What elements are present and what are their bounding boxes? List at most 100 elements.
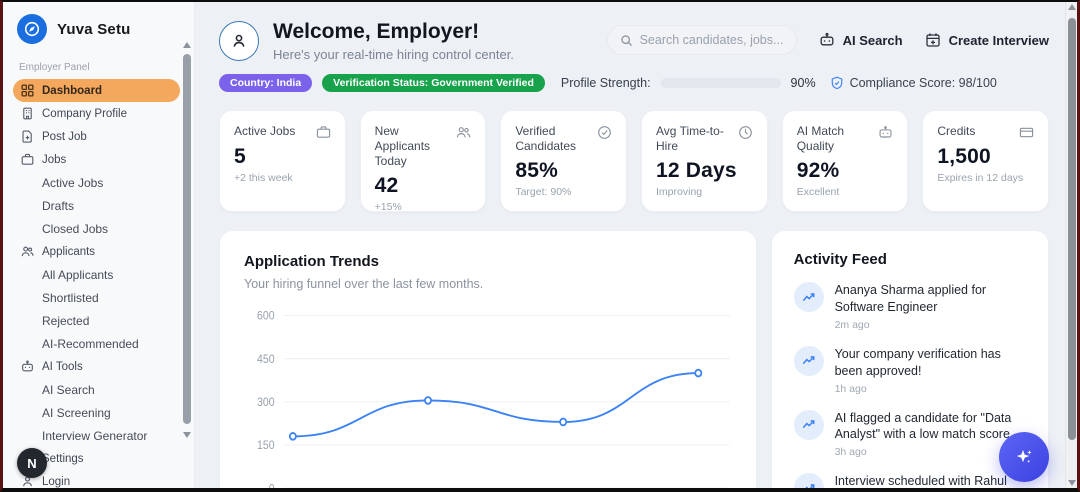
credit-card-icon (1019, 125, 1034, 140)
page-scrollbar[interactable] (1065, 2, 1077, 488)
stat-card-ai-match-quality[interactable]: AI Match Quality 92% Excellent (781, 110, 909, 212)
sidebar-item-company-profile[interactable]: Company Profile (13, 102, 180, 125)
activity-item[interactable]: Interview scheduled with Rahul Verma for… (793, 473, 1028, 488)
trending-up-icon (793, 409, 824, 440)
page-title: Welcome, Employer! (273, 20, 480, 43)
profile-strength-label: Profile Strength: (560, 76, 651, 90)
ai-search-button[interactable]: AI Search (819, 32, 903, 48)
sidebar-item-drafts[interactable]: Drafts (13, 194, 180, 217)
notification-bubble[interactable]: N (17, 448, 47, 478)
users-icon (21, 245, 34, 258)
main-content: Welcome, Employer! Here's your real-time… (195, 2, 1065, 488)
stat-value: 42 (374, 174, 399, 197)
compass-logo-icon (17, 14, 47, 44)
stat-card-verified-candidates[interactable]: Verified Candidates 85% Target: 90% (500, 110, 628, 212)
activity-text: AI flagged a candidate for "Data Analyst… (834, 410, 1014, 442)
sidebar-scrollbar[interactable] (182, 40, 192, 440)
sidebar-scrollbar-thumb[interactable] (183, 54, 191, 424)
sidebar-item-active-jobs[interactable]: Active Jobs (13, 171, 180, 194)
file-plus-icon (21, 130, 34, 143)
search-box[interactable] (606, 25, 797, 55)
stat-label: Verified Candidates (515, 124, 577, 153)
briefcase-icon (316, 125, 331, 140)
sidebar-item-shortlisted[interactable]: Shortlisted (13, 286, 180, 309)
sidebar-item-interview-generator[interactable]: Interview Generator (13, 424, 180, 447)
stat-card-avg-time-to-hire[interactable]: Avg Time-to-Hire 12 Days Improving (641, 110, 768, 212)
sidebar-item-label: Settings (42, 452, 84, 465)
activity-item[interactable]: Your company verification has been appro… (793, 345, 1028, 395)
page-subtitle: Here's your real-time hiring control cen… (273, 47, 514, 62)
sidebar-item-label: Dashboard (42, 84, 103, 97)
activity-feed-list: Ananya Sharma applied for Software Engin… (793, 282, 1028, 488)
brand[interactable]: Yuva Setu (3, 2, 194, 54)
building-icon (21, 107, 34, 120)
sparkles-icon (1013, 446, 1035, 468)
content-grid: Application Trends Your hiring funnel ov… (219, 230, 1049, 488)
sidebar-item-label: Login (42, 475, 71, 488)
create-interview-button[interactable]: Create Interview (925, 32, 1049, 48)
scroll-down-arrow-icon[interactable] (1068, 480, 1076, 486)
sidebar-item-ai-screening[interactable]: AI Screening (13, 401, 180, 424)
sidebar-item-ai-recommended[interactable]: AI-Recommended (13, 332, 180, 355)
sidebar-item-label: All Applicants (42, 267, 114, 282)
search-input[interactable] (639, 33, 784, 47)
sidebar-item-label: Company Profile (42, 107, 128, 120)
application-trends-panel: Application Trends Your hiring funnel ov… (219, 230, 757, 488)
stat-card-credits[interactable]: Credits 1,500 Expires in 12 days (922, 110, 1050, 212)
dashboard-grid-icon (21, 84, 34, 97)
stat-subtext: Excellent (796, 186, 840, 198)
activity-feed-title: Activity Feed (793, 251, 887, 268)
ai-search-label: AI Search (842, 32, 903, 48)
briefcase-icon (21, 153, 34, 166)
stat-label: Avg Time-to-Hire (656, 124, 724, 153)
stat-label: Credits (937, 124, 976, 138)
search-icon (620, 34, 633, 47)
users-icon (456, 125, 471, 140)
activity-time: 2m ago (834, 318, 870, 331)
sidebar-item-all-applicants[interactable]: All Applicants (13, 263, 180, 286)
activity-text: Interview scheduled with Rahul Verma for… (834, 474, 1007, 488)
compliance-label: Compliance Score: 98/100 (849, 76, 997, 90)
sidebar-item-label: AI Search (42, 382, 95, 397)
robot-icon (21, 360, 34, 373)
stat-card-active-jobs[interactable]: Active Jobs 5 +2 this week (219, 110, 346, 212)
sidebar-item-label: AI-Recommended (42, 336, 139, 351)
scroll-up-arrow-icon[interactable] (1068, 4, 1076, 10)
activity-item[interactable]: AI flagged a candidate for "Data Analyst… (793, 409, 1028, 458)
chart-title: Application Trends (244, 253, 380, 270)
scroll-down-arrow-icon[interactable] (183, 432, 191, 438)
svg-text:150: 150 (257, 440, 275, 453)
stat-subtext: Expires in 12 days (937, 172, 1024, 184)
sidebar-item-label: Shortlisted (42, 290, 99, 305)
sidebar-item-closed-jobs[interactable]: Closed Jobs (13, 217, 180, 240)
check-circle-icon (597, 125, 612, 140)
sidebar-item-ai-tools[interactable]: AI Tools (13, 355, 180, 378)
stat-card-new-applicants[interactable]: New Applicants Today 42 +15% (359, 110, 487, 213)
sidebar-item-label: Closed Jobs (42, 221, 109, 236)
sidebar-item-dashboard[interactable]: Dashboard (13, 79, 180, 102)
activity-text: Your company verification has been appro… (834, 346, 1001, 378)
sidebar-item-jobs[interactable]: Jobs (13, 148, 180, 171)
scroll-up-arrow-icon[interactable] (183, 42, 191, 48)
compliance-score: Compliance Score: 98/100 (830, 76, 997, 90)
sidebar-item-label: Rejected (42, 313, 90, 328)
svg-text:300: 300 (257, 397, 275, 410)
sidebar-item-post-job[interactable]: Post Job (13, 125, 180, 148)
svg-text:600: 600 (257, 310, 275, 323)
page-scrollbar-thumb[interactable] (1068, 18, 1076, 440)
stat-label: Active Jobs (234, 124, 296, 138)
sidebar-item-label: AI Screening (42, 405, 111, 420)
ai-assistant-fab[interactable] (999, 432, 1049, 482)
trending-up-icon (793, 282, 824, 312)
sidebar-item-applicants[interactable]: Applicants (13, 240, 180, 263)
sidebar-item-ai-search[interactable]: AI Search (13, 378, 180, 401)
sidebar-item-label: Applicants (42, 245, 96, 258)
stat-subtext: +15% (374, 201, 402, 213)
activity-item[interactable]: Ananya Sharma applied for Software Engin… (793, 282, 1028, 331)
sidebar-nav: Dashboard Company Profile (3, 77, 194, 488)
chart-subtitle: Your hiring funnel over the last few mon… (244, 277, 484, 291)
sidebar-item-label: Drafts (42, 198, 75, 213)
sidebar-item-rejected[interactable]: Rejected (13, 309, 180, 332)
stat-label: AI Match Quality (796, 124, 845, 153)
page-header: Welcome, Employer! Here's your real-time… (219, 20, 1049, 62)
